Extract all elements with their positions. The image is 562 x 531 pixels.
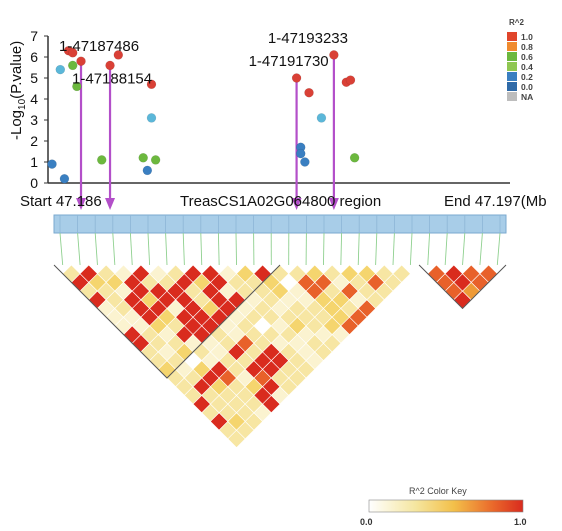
scatter-point: [349, 153, 360, 163]
scatter-points: [47, 45, 360, 184]
ld-block-outline: [418, 264, 507, 310]
snp-connector: [217, 232, 220, 266]
snp-connector: [444, 232, 448, 266]
snp-connector: [375, 232, 378, 266]
snp-connector: [94, 232, 98, 266]
y-axis-label-tail: (P.value): [8, 41, 25, 99]
scatter-point: [142, 165, 153, 176]
snp-arrow-head: [328, 198, 339, 210]
color-key-title: R^2 Color Key: [409, 486, 467, 496]
gene-bar-snp-ticks: [59, 215, 501, 233]
snp-connector: [59, 232, 64, 266]
legend-title: R^2: [509, 18, 524, 27]
scatter-point: [316, 113, 327, 123]
legend-label: 1.0: [521, 32, 533, 42]
gene-region-bar: [53, 214, 507, 234]
y-tick-label: 2: [30, 133, 38, 149]
y-tick-label: 6: [30, 49, 38, 65]
legend-label: 0.0: [521, 82, 533, 92]
snp-connector: [409, 232, 413, 266]
snp-connector: [427, 232, 431, 266]
legend-swatch: [507, 42, 517, 51]
scatter-point: [59, 174, 70, 184]
snp-connector: [77, 232, 81, 266]
scatter-point: [345, 75, 356, 85]
x-label-region: TreasCS1A02G064800 region: [180, 193, 381, 210]
snp-arrow-head: [76, 198, 87, 210]
legend-swatch: [507, 92, 517, 101]
y-axis-label: -Log10(P.value): [8, 41, 28, 140]
scatter-point: [105, 60, 115, 71]
scatter-point: [304, 87, 314, 98]
snp-connector: [392, 232, 395, 266]
scatter-point: [300, 157, 310, 167]
snp-connector: [357, 232, 360, 266]
scatter-point: [72, 81, 82, 92]
scatter-point: [96, 155, 107, 165]
snp-annotations: 1-47187486 1-47188154 1-47191730 1-47193233: [59, 30, 348, 88]
snp-arrow-head: [105, 198, 116, 210]
scatter-point: [67, 60, 78, 71]
snp-annotation-label: 1-47193233: [268, 30, 348, 47]
scatter-point: [113, 50, 124, 60]
ld-cell: [392, 264, 411, 283]
y-axis-label-main: -Log: [8, 110, 25, 140]
snp-annotation-label: 1-47187486: [59, 38, 139, 55]
y-tick-label: 0: [30, 175, 38, 191]
scatter-point: [146, 113, 157, 123]
snp-connector: [479, 232, 483, 266]
snp-connector: [200, 232, 203, 266]
snp-connector: [182, 232, 185, 266]
snp-connector: [165, 232, 168, 266]
y-tick-label: 1: [30, 154, 38, 170]
scatter-point: [55, 64, 66, 75]
snp-connector: [235, 232, 237, 266]
y-tick-label: 3: [30, 112, 38, 128]
color-key-bar: [368, 499, 524, 513]
y-axis-label-sub: 10: [17, 98, 28, 110]
legend-label: 0.8: [521, 42, 533, 52]
snp-connector: [147, 232, 151, 266]
legend-label: NA: [521, 92, 533, 102]
scatter-point: [67, 48, 78, 58]
r2-legend: R^2 1.00.80.60.40.20.0NA: [507, 18, 533, 102]
y-tick-label: 4: [30, 91, 38, 107]
snp-annotation-label: 1-47188154: [72, 70, 152, 87]
scatter-point: [146, 79, 157, 90]
legend-swatch: [507, 52, 517, 61]
y-ticks: 0 1 2 3 4 5 6 7: [30, 28, 48, 191]
ld-heatmap: [53, 264, 507, 448]
y-tick-label: 7: [30, 28, 38, 44]
snp-to-ld-connectors: [59, 232, 501, 266]
scatter-point: [150, 155, 161, 165]
scatter-point: [329, 50, 339, 60]
snp-connector: [496, 232, 501, 266]
legend-label: 0.4: [521, 62, 533, 72]
snp-connector: [112, 232, 116, 266]
scatter-point: [295, 148, 306, 159]
scatter-point: [47, 159, 57, 169]
legend-swatch: [507, 82, 517, 91]
x-label-end: End 47.197(Mb: [444, 193, 547, 210]
legend-label: 0.2: [521, 72, 533, 82]
x-label-start: Start 47.186: [20, 193, 102, 210]
snp-arrow-head: [291, 198, 302, 210]
snp-connector: [340, 232, 343, 266]
snp-connector: [129, 232, 133, 266]
scatter-point: [291, 73, 302, 83]
legend-swatch: [507, 72, 517, 81]
legend-swatch: [507, 62, 517, 71]
legend-swatch: [507, 32, 517, 41]
snp-connector: [323, 232, 325, 266]
legend-label: 0.6: [521, 52, 533, 62]
scatter-point: [138, 153, 148, 163]
snp-connector: [462, 232, 466, 266]
color-key-min: 0.0: [360, 517, 373, 527]
y-tick-label: 5: [30, 70, 38, 86]
ld-block-outline: [53, 264, 281, 379]
snp-annotation-label: 1-47191730: [249, 53, 329, 70]
scatter-point: [76, 56, 86, 66]
color-key-max: 1.0: [514, 517, 527, 527]
